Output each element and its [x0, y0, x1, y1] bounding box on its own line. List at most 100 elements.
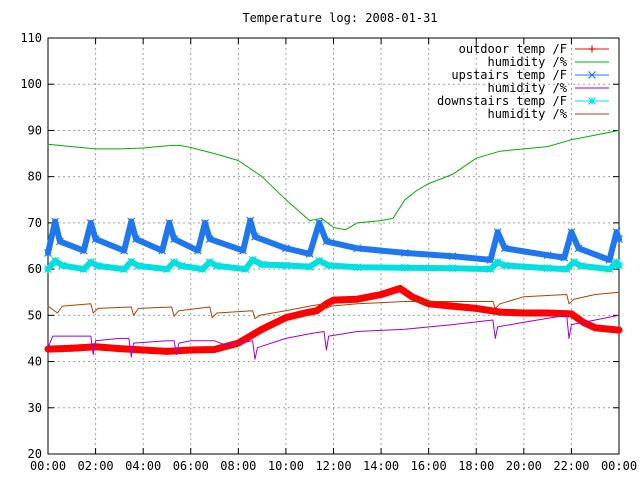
data-point — [560, 253, 569, 262]
data-point — [493, 228, 502, 237]
data-point — [211, 346, 219, 354]
data-point — [562, 265, 571, 274]
x-tick-label: 16:00 — [411, 459, 447, 473]
x-tick-label: 14:00 — [363, 459, 399, 473]
data-point — [248, 255, 257, 264]
data-point — [605, 265, 614, 274]
data-point — [170, 235, 179, 243]
y-tick-label: 100 — [20, 77, 42, 91]
legend-label: humidity /% — [488, 107, 568, 121]
data-point — [91, 235, 100, 243]
data-point — [315, 256, 324, 265]
legend-label: downstairs temp /F — [437, 94, 567, 108]
y-tick-label: 90 — [28, 123, 42, 137]
series-line — [47, 314, 620, 360]
data-point — [239, 246, 248, 255]
data-point — [500, 261, 509, 270]
data-point — [165, 218, 174, 227]
data-point — [205, 235, 214, 243]
data-point — [448, 302, 456, 310]
series-line — [47, 291, 620, 320]
data-point — [472, 304, 480, 312]
data-point — [577, 261, 585, 270]
data-point — [241, 265, 250, 274]
x-tick-label: 00:00 — [601, 459, 637, 473]
data-point — [193, 246, 202, 255]
data-point — [201, 218, 209, 227]
x-tick-label: 20:00 — [506, 459, 542, 473]
series-2 — [44, 216, 623, 264]
data-point — [127, 217, 136, 226]
data-point — [353, 244, 362, 253]
data-point — [500, 244, 509, 253]
y-tick-label: 20 — [28, 447, 42, 461]
data-point — [543, 251, 552, 260]
data-point — [282, 314, 290, 322]
data-point — [79, 246, 88, 255]
data-point — [139, 346, 147, 354]
series-4 — [44, 255, 623, 274]
data-point — [177, 261, 186, 270]
y-tick-label: 40 — [28, 355, 42, 369]
data-point — [493, 258, 502, 267]
data-point — [330, 296, 337, 304]
series-3 — [47, 314, 620, 360]
data-point — [127, 257, 136, 266]
data-point — [120, 265, 129, 274]
x-tick-label: 02:00 — [78, 459, 114, 473]
y-tick-label: 30 — [28, 401, 42, 415]
data-point — [612, 258, 621, 267]
y-tick-label: 50 — [28, 308, 42, 322]
series-line — [47, 129, 620, 231]
y-tick-label: 70 — [28, 216, 42, 230]
data-point — [163, 265, 171, 274]
data-point — [612, 228, 621, 237]
x-tick-label: 00:00 — [30, 459, 66, 473]
data-point — [567, 310, 575, 318]
legend-label: humidity /% — [488, 81, 568, 95]
legend-label: outdoor temp /F — [459, 42, 567, 56]
data-point — [588, 45, 596, 53]
data-point — [205, 258, 214, 267]
data-point — [305, 262, 314, 271]
series-5 — [47, 291, 620, 320]
legend-label: upstairs temp /F — [451, 68, 567, 82]
data-point — [396, 285, 404, 293]
data-point — [408, 293, 416, 301]
data-point — [615, 326, 623, 334]
series-lines — [44, 129, 623, 360]
data-point — [281, 244, 290, 253]
data-point — [58, 261, 67, 270]
data-point — [198, 265, 207, 274]
data-point — [301, 309, 309, 317]
data-point — [567, 228, 576, 237]
data-point — [315, 218, 324, 227]
data-point — [605, 255, 614, 264]
x-tick-label: 18:00 — [458, 459, 494, 473]
data-point — [305, 249, 314, 258]
data-point — [569, 258, 578, 267]
data-point — [588, 71, 596, 79]
x-tick-label: 08:00 — [220, 459, 256, 473]
data-point — [115, 345, 123, 353]
data-point — [486, 255, 495, 264]
data-point — [353, 295, 361, 303]
data-point — [92, 343, 100, 351]
x-tick-label: 22:00 — [553, 459, 589, 473]
grid-lines — [48, 38, 619, 454]
data-point — [615, 261, 623, 270]
data-point — [377, 291, 385, 299]
series-0 — [44, 285, 623, 355]
data-point — [353, 263, 362, 272]
data-point — [281, 261, 290, 270]
data-point — [120, 246, 129, 255]
y-tick-label: 60 — [28, 262, 42, 276]
data-point — [543, 264, 552, 273]
data-point — [94, 261, 102, 270]
data-point — [51, 256, 60, 265]
data-point — [86, 258, 95, 267]
